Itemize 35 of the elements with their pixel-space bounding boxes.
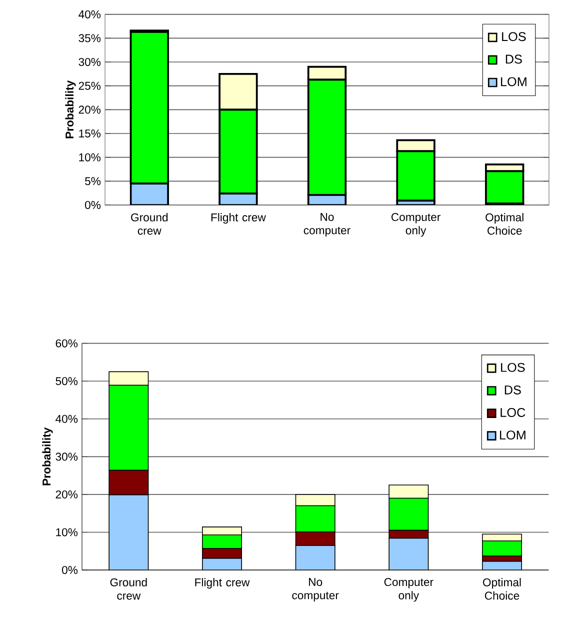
legend-label: LOM [501, 77, 526, 86]
x-tick-label: Optimal Choice [483, 578, 521, 600]
y-tick-label: 5% [85, 177, 101, 186]
x-tick-label: Optimal Choice [486, 213, 524, 235]
legend-label: DS [506, 54, 522, 64]
x-tick-label: Flight crew [195, 578, 250, 589]
legend-label: LOC [500, 408, 526, 417]
y-tick-label: 35% [78, 34, 101, 42]
y-axis-title: Probability [65, 80, 76, 138]
y-tick-label: 10% [79, 153, 101, 162]
y-tick-label: 20% [78, 106, 101, 114]
legend-label: DS [505, 385, 521, 394]
y-tick-label: 50% [56, 377, 78, 386]
y-tick-label: 15% [79, 130, 101, 138]
y-tick-label: 25% [78, 82, 101, 90]
x-tick-label: No computer [292, 578, 339, 602]
x-tick-label: Ground crew [110, 578, 147, 600]
x-tick-label: Ground crew [131, 213, 168, 235]
x-tick-label: Computer only [392, 213, 441, 237]
legend-label: LOM [500, 430, 526, 440]
legend-label: LOS [502, 32, 526, 42]
y-tick-label: 0% [85, 200, 101, 210]
y-tick-label: 30% [78, 58, 101, 66]
y-tick-label: 60% [56, 339, 78, 348]
y-tick-label: 40% [56, 414, 78, 423]
y-axis-title: Probability [42, 427, 53, 486]
y-tick-label: 0% [62, 566, 78, 574]
y-tick-label: 40% [78, 10, 101, 18]
x-tick-label: No computer [304, 213, 351, 237]
y-tick-label: 30% [56, 452, 78, 461]
legend-label: LOS [501, 362, 525, 372]
y-tick-label: 10% [56, 528, 78, 536]
x-tick-label: Flight crew [212, 213, 266, 224]
x-tick-label: Computer only [384, 578, 434, 602]
y-tick-label: 20% [56, 490, 78, 498]
